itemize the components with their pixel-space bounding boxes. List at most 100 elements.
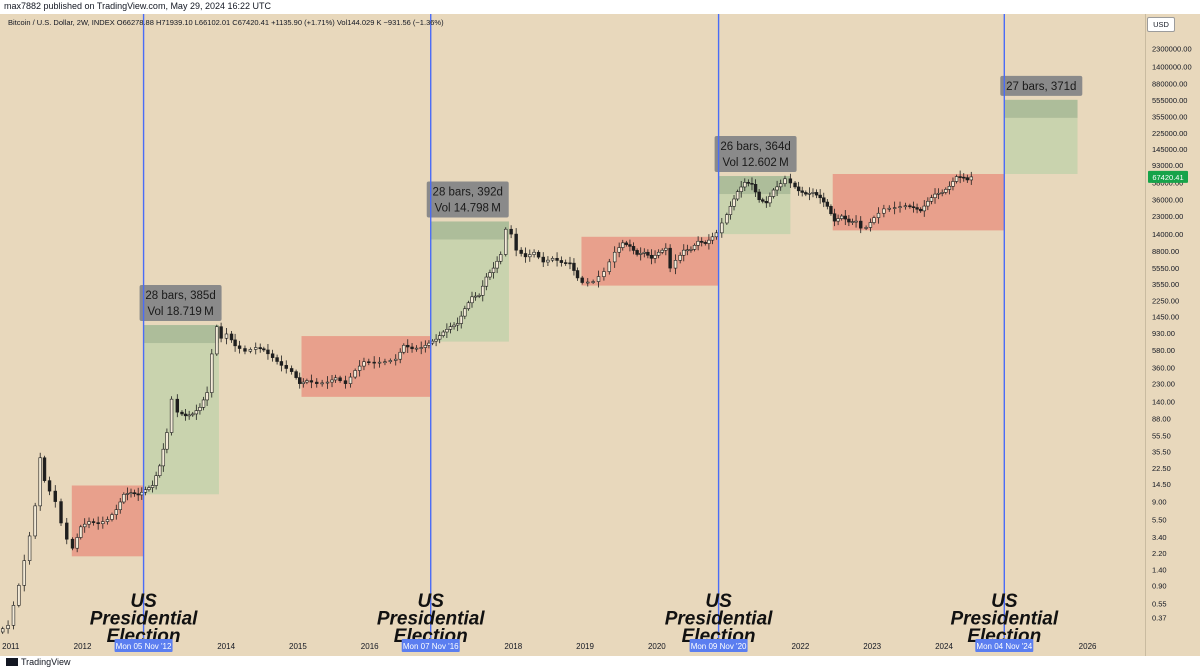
candle-body [685, 249, 690, 252]
candle-body [372, 361, 376, 364]
pre-election-zone [581, 236, 719, 286]
candle-body [445, 329, 449, 333]
candle-body [707, 239, 711, 244]
candle-body [143, 489, 148, 493]
x-axis-tick-label: 2024 [935, 642, 953, 651]
y-axis-tick-label: 14000.00 [1152, 230, 1183, 239]
candle-body [728, 206, 733, 215]
candle-body [642, 251, 646, 254]
candle-body [154, 475, 158, 486]
chart-area[interactable]: 28 bars, 385d Vol 18.719 M 28 bars, 392d Vo… [0, 14, 1200, 656]
candle-body [191, 413, 195, 416]
candle-body [876, 212, 881, 218]
candle-body [330, 379, 334, 383]
x-axis-tick-label: 2018 [504, 642, 522, 651]
candle-body [205, 392, 209, 401]
candle-body [653, 254, 657, 259]
y-axis-tick-label: 0.90 [1152, 581, 1167, 590]
candle-body [59, 501, 63, 524]
candle-body [646, 251, 650, 256]
candle-body [840, 215, 844, 219]
candle-body [559, 260, 564, 263]
y-axis-tick-label: 55.50 [1152, 431, 1171, 440]
candle-body [315, 381, 319, 384]
candle-body [832, 213, 837, 222]
candle-body [243, 348, 247, 352]
candle-body [150, 485, 155, 488]
candle-body [903, 205, 908, 208]
price-scale-labels[interactable]: 2300000.00 1400000.00 880000.00 555000.00 35… [1146, 14, 1200, 656]
candle-body [27, 535, 32, 561]
candle-body [532, 251, 536, 255]
candle-body [101, 521, 105, 525]
currency-button[interactable]: USD [1147, 17, 1175, 32]
candle-body [761, 199, 765, 202]
candle-body [509, 228, 513, 235]
candle-body [165, 432, 169, 450]
candle-body [33, 505, 37, 537]
candle-body [621, 242, 625, 248]
y-axis-tick-label: 93000.00 [1152, 161, 1183, 170]
candle-body [83, 523, 87, 528]
candle-body [771, 189, 776, 197]
candle-body [572, 262, 576, 271]
price-scale[interactable]: 2300000.00 1400000.00 880000.00 555000.00 35… [1145, 14, 1200, 656]
candle-body [110, 514, 114, 520]
candle-body [764, 201, 769, 204]
y-axis-tick-label: 230.00 [1152, 380, 1175, 389]
candle-body [343, 380, 348, 384]
chart-plot[interactable]: 28 bars, 385d Vol 18.719 M 28 bars, 392d Vo… [0, 14, 1145, 656]
candle-body [750, 183, 754, 185]
candle-body [158, 465, 162, 476]
x-axis-tick-label: 2015 [289, 642, 307, 651]
candle-body [660, 249, 664, 253]
candle-body [441, 331, 445, 336]
candle-body [612, 251, 617, 263]
candle-body [42, 457, 47, 481]
candle-body [969, 176, 973, 181]
candle-body [0, 628, 5, 633]
measure-bars-label: 28 bars, 385d [145, 290, 215, 302]
election-date-badge [114, 639, 173, 652]
candle-body [958, 176, 962, 178]
candle-body [696, 240, 700, 246]
candle-body [215, 326, 219, 355]
candle-body [580, 277, 584, 283]
candle-body [682, 249, 686, 256]
measure-bars-label: 26 bars, 364d [720, 141, 790, 153]
candle-body [796, 186, 801, 192]
candle-body [555, 257, 559, 261]
y-axis-tick-label: 22.50 [1152, 464, 1171, 473]
candle-body [743, 182, 747, 188]
candle-body [908, 205, 912, 208]
candle-body [122, 493, 126, 503]
y-axis-tick-label: 360.00 [1152, 363, 1175, 372]
candle-body [17, 585, 21, 606]
candle-body [911, 206, 916, 208]
candle-body [289, 368, 294, 372]
tradingview-logo-icon [6, 658, 18, 666]
candle-body [419, 347, 423, 349]
candle-body [591, 281, 595, 283]
candle-body [495, 260, 499, 269]
candle-body [962, 176, 966, 179]
candle-body [940, 192, 944, 194]
candle-body [298, 377, 302, 384]
election-title-line: Presidential [90, 609, 198, 630]
candle-body [563, 262, 568, 264]
candle-body [965, 177, 970, 181]
candle-body [279, 361, 284, 366]
candle-body [859, 220, 863, 229]
candle-body [305, 380, 309, 383]
candle-body [664, 247, 668, 251]
candle-body [778, 183, 783, 188]
candle-body [739, 186, 743, 192]
candle-body [692, 245, 697, 250]
candle-body [357, 365, 362, 371]
candle-body [258, 347, 262, 350]
candle-body [586, 281, 590, 284]
candle-body [631, 246, 636, 251]
candle-body [732, 198, 736, 207]
candle-body [377, 361, 382, 364]
rally-zone-top-band [1004, 99, 1078, 118]
